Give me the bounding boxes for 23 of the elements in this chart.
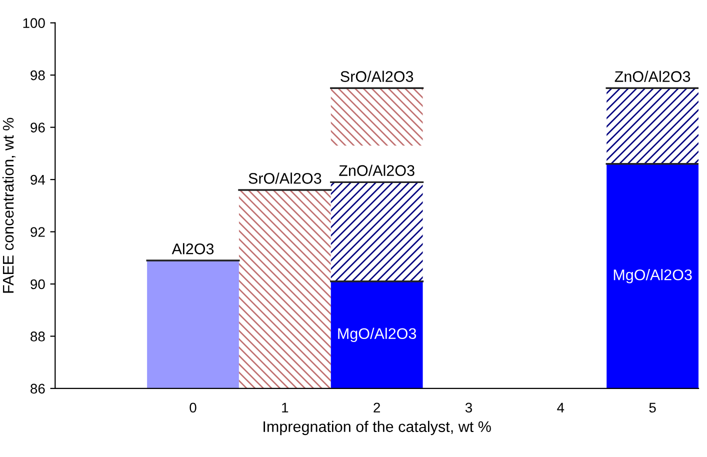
y-tick-label: 100 [23, 18, 45, 28]
x-tick-label: 5 [649, 402, 656, 413]
x-tick-label: 3 [465, 402, 472, 413]
y-axis-title: FAEE concentration, wt % [2, 118, 16, 293]
x-axis-title: Impregnation of the catalyst, wt % [264, 420, 491, 436]
x-tick-label: 1 [282, 402, 288, 412]
x-tick-label: 0 [190, 402, 196, 413]
x-tick-label: 4 [557, 402, 564, 412]
y-tick-label: 98 [30, 70, 45, 80]
y-tick-label: 88 [30, 332, 45, 342]
y-tick-label: 86 [30, 384, 45, 394]
y-tick-label: 90 [30, 279, 45, 290]
series-label: ZnO/Al2O3 [339, 164, 414, 176]
y-tick-label: 96 [30, 122, 45, 132]
text: SrO/Al2O3 [340, 70, 414, 82]
y-tick-label: 92 [30, 227, 45, 237]
text: ZnO/Al2O3 [614, 70, 690, 82]
series-label: Al2O3 [172, 243, 214, 254]
text: MgO/Al2O3 [614, 269, 692, 284]
series-label: MgO/Al2O3 [338, 328, 416, 342]
series-label: SrO/Al2O3 [248, 172, 322, 184]
x-tick-label: 2 [374, 402, 380, 412]
y-tick-label: 94 [30, 174, 46, 185]
